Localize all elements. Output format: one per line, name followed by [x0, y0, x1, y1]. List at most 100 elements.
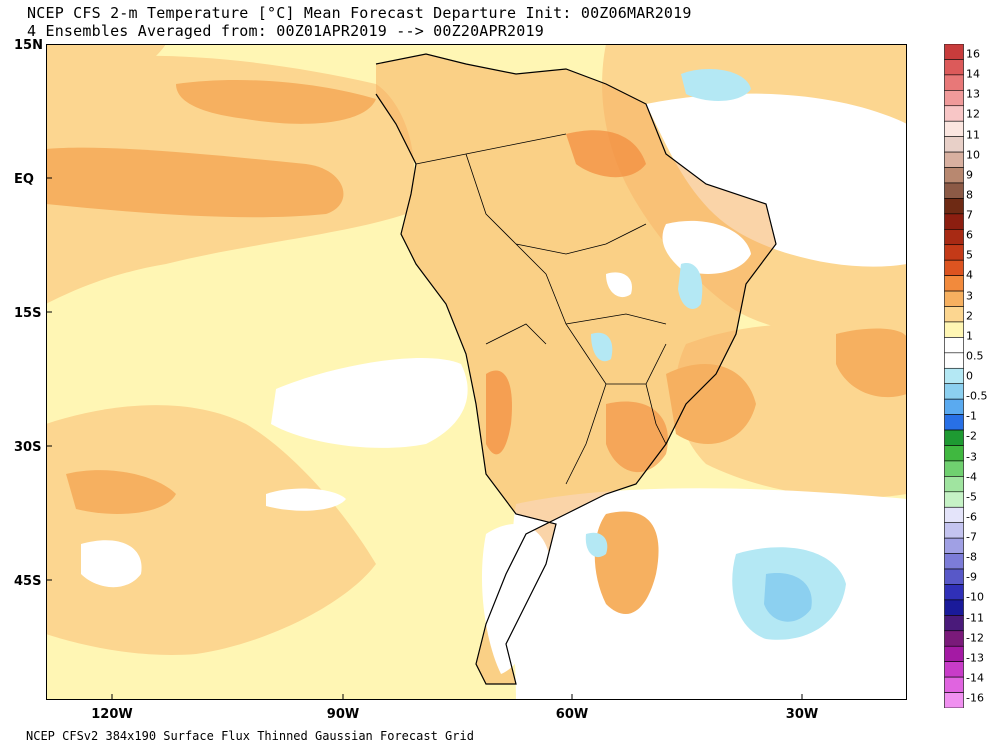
colorbar-label: -13 [966, 651, 984, 665]
colorbar-label: 13 [966, 87, 980, 101]
interior-white-brazil-east [662, 220, 751, 274]
colorbar-swatch [944, 460, 964, 477]
anomaly-light-orange-west [46, 44, 166, 84]
lon-label-60w: 60W [555, 707, 589, 722]
colorbar-swatch [944, 414, 964, 431]
anomaly-atlantic-dark-east [836, 328, 907, 398]
colorbar-swatch [944, 553, 964, 570]
anomaly-south-pacific-dark [66, 470, 176, 514]
colorbar-label: -2 [966, 429, 977, 443]
colorbar-label: -5 [966, 490, 977, 504]
colorbar-label: -14 [966, 671, 984, 685]
colorbar-label: 11 [966, 128, 980, 141]
colorbar-swatch [944, 367, 964, 385]
colorbar-label: 16 [966, 47, 980, 61]
colorbar-swatch [944, 290, 964, 307]
colorbar-swatch [944, 306, 964, 323]
colorbar-swatch [944, 136, 964, 153]
interior-dark-andes [486, 370, 512, 455]
colorbar-label: -10 [966, 590, 984, 604]
anomaly-band-north [176, 79, 376, 124]
temperature-anomaly-map [46, 44, 907, 700]
colorbar-label: -3 [966, 450, 977, 463]
colorbar-label: -9 [966, 570, 977, 584]
colorbar-swatch [944, 337, 964, 354]
colorbar-label: -1 [966, 409, 977, 423]
colorbar-label: 5 [966, 248, 973, 262]
chart-title-line-2: 4 Ensembles Averaged from: 00Z01APR2019 … [27, 22, 544, 40]
colorbar-swatch [944, 645, 964, 662]
colorbar-swatch [944, 229, 964, 246]
colorbar-swatch [944, 615, 964, 632]
colorbar-swatch [944, 676, 964, 693]
colorbar-swatch [944, 398, 964, 415]
colorbar-label: 8 [966, 188, 973, 202]
colorbar-swatch [944, 506, 964, 524]
colorbar-swatch [944, 182, 964, 199]
colorbar-swatch [944, 445, 964, 462]
colorbar-label: 2 [966, 309, 973, 323]
colorbar-swatch [944, 352, 964, 369]
colorbar-swatch [944, 167, 964, 184]
chart-title-line-1: NCEP CFS 2-m Temperature [°C] Mean Forec… [27, 4, 692, 22]
colorbar-label: 3 [966, 289, 973, 302]
south-america [375, 53, 777, 685]
colorbar-swatch [944, 661, 964, 678]
country-borders [415, 133, 667, 485]
colorbar-label: -16 [966, 691, 984, 705]
anomaly-contours [46, 44, 907, 700]
anomaly-white-pacific-small [266, 488, 346, 511]
interior-white-amazon [606, 272, 632, 298]
colorbar-swatch [944, 151, 964, 168]
colorbar-swatch [944, 59, 964, 76]
anomaly-dark-band-equatorial-pacific [46, 147, 344, 218]
colorbar-label: -11 [966, 611, 984, 624]
anomaly-atlantic-blue-north [681, 69, 751, 101]
interior-dark-north [566, 130, 646, 178]
anomaly-atlantic-white-north [646, 93, 907, 267]
colorbar-swatch [944, 244, 964, 261]
colorbar-label: -6 [966, 510, 977, 524]
colorbar-swatch [944, 105, 964, 122]
colorbar-swatch [944, 120, 964, 137]
colorbar-swatch [944, 692, 964, 708]
coastline [375, 53, 777, 685]
colorbar-swatch [944, 74, 964, 91]
interior-white-patagonia [481, 524, 551, 674]
anomaly-south-atlantic-blue-dark [764, 573, 812, 622]
colorbar-label: -4 [966, 470, 977, 484]
colorbar [944, 44, 964, 708]
grid-footer-note: NCEP CFSv2 384x190 Surface Flux Thinned … [26, 729, 474, 743]
colorbar-label: 12 [966, 107, 980, 121]
colorbar-swatch [944, 90, 964, 107]
colorbar-swatch [944, 259, 964, 276]
lat-label-15n: 15N [14, 38, 43, 53]
colorbar-label: 7 [966, 208, 973, 222]
colorbar-swatch [944, 213, 964, 230]
map-border [46, 44, 907, 700]
colorbar-swatch [944, 476, 964, 493]
south-america-landmass [376, 54, 776, 684]
colorbar-label: 4 [966, 268, 973, 282]
colorbar-label: -0.5 [966, 389, 988, 403]
lon-label-30w: 30W [785, 707, 819, 722]
colorbar-label: -8 [966, 550, 977, 564]
anomaly-south-atlantic-orange-tongue [594, 511, 659, 614]
colorbar-swatch [944, 491, 964, 508]
colorbar-swatch [944, 44, 964, 60]
colorbar-label: 0.5 [966, 349, 984, 363]
colorbar-swatch [944, 383, 964, 400]
colorbar-swatch [944, 275, 964, 292]
interior-blue-paraguay [591, 332, 613, 362]
colorbar-swatch [944, 321, 964, 338]
colorbar-swatch [944, 522, 964, 539]
anomaly-white-pacific-west [81, 540, 142, 588]
map-ticks [46, 177, 803, 700]
colorbar-label: -12 [966, 631, 984, 645]
anomaly-south-pacific-orange [46, 405, 376, 655]
lat-label-eq: EQ [14, 172, 34, 187]
lon-label-90w: 90W [326, 707, 360, 722]
colorbar-swatch [944, 584, 964, 601]
colorbar-label: 1 [966, 329, 973, 343]
colorbar-swatch [944, 429, 964, 446]
